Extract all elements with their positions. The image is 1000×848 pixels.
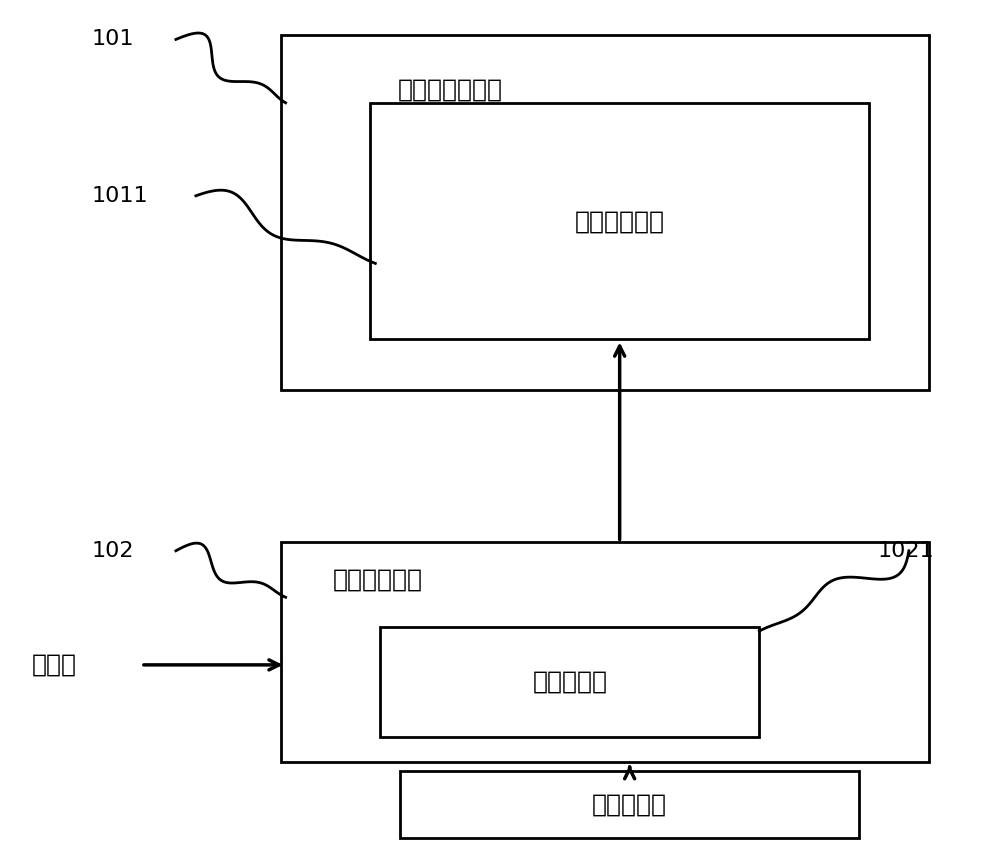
FancyBboxPatch shape	[400, 771, 859, 838]
Text: 102: 102	[91, 541, 134, 561]
FancyBboxPatch shape	[281, 543, 929, 762]
Text: 温度控制芯片: 温度控制芯片	[332, 567, 422, 592]
Text: 1021: 1021	[877, 541, 934, 561]
FancyBboxPatch shape	[281, 36, 929, 390]
Text: 1011: 1011	[91, 186, 148, 206]
FancyBboxPatch shape	[380, 627, 759, 737]
Text: 负反馈信号: 负反馈信号	[592, 792, 667, 817]
FancyBboxPatch shape	[370, 103, 869, 339]
Text: 负反馈电路: 负反馈电路	[532, 670, 607, 694]
Text: 半导体制冷器: 半导体制冷器	[575, 209, 665, 233]
Text: 101: 101	[91, 30, 134, 49]
Text: 电信号: 电信号	[31, 653, 76, 677]
Text: 短波红外传感器: 短波红外传感器	[397, 77, 502, 102]
